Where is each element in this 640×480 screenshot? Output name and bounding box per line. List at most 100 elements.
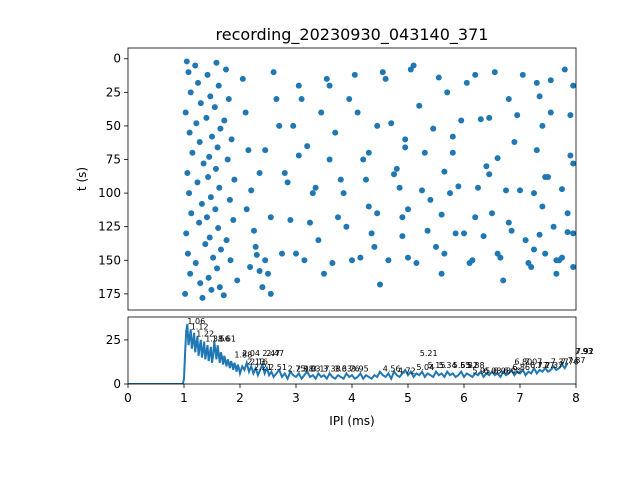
- spike-point: [525, 259, 532, 266]
- spike-point: [335, 214, 341, 221]
- spike-point: [203, 214, 210, 221]
- spike-point: [441, 250, 448, 257]
- y-tick-label: 75: [106, 153, 121, 167]
- peak-label: 5.65: [453, 361, 471, 370]
- spike-point: [212, 165, 219, 172]
- spike-point: [559, 186, 565, 193]
- peak-label: 6.08: [484, 366, 502, 375]
- spike-point: [343, 223, 350, 230]
- spike-point: [469, 257, 476, 264]
- spike-point: [197, 100, 204, 107]
- x-tick-label: 6: [460, 391, 468, 405]
- spike-point: [193, 120, 200, 127]
- spike-point: [231, 176, 238, 183]
- peak-label: 5.04: [416, 363, 434, 372]
- spike-point: [533, 147, 540, 154]
- spike-point: [522, 237, 529, 244]
- spike-point: [349, 257, 355, 264]
- spike-point: [452, 230, 459, 237]
- spike-point: [508, 227, 515, 234]
- spike-point: [486, 171, 493, 178]
- spike-point: [215, 225, 222, 232]
- peak-label: 6.77: [530, 361, 548, 370]
- y-tick-label: 175: [98, 287, 121, 301]
- spike-point: [480, 233, 487, 240]
- spike-point: [256, 169, 263, 176]
- peak-label: 2.47: [262, 349, 280, 358]
- peak-label: 6.00: [503, 366, 521, 375]
- spike-point: [186, 190, 193, 197]
- x-tick-label: 8: [572, 391, 580, 405]
- spike-point: [234, 277, 241, 284]
- peak-label: 7.76: [561, 358, 579, 367]
- peak-label: 1.12: [191, 322, 209, 331]
- spike-point: [293, 250, 299, 257]
- spike-point: [205, 274, 212, 281]
- spike-point: [265, 270, 271, 277]
- spike-point: [511, 139, 518, 146]
- spike-point: [561, 66, 568, 73]
- spike-point: [301, 257, 308, 264]
- spike-point: [223, 66, 229, 73]
- spike-point: [248, 187, 255, 194]
- spike-point: [315, 237, 322, 244]
- y-tick-label: 25: [106, 333, 121, 347]
- peak-label: 3.76: [342, 365, 360, 374]
- spike-point: [312, 184, 319, 191]
- spike-point: [290, 122, 297, 129]
- spike-point: [207, 93, 214, 100]
- spike-point: [206, 153, 213, 160]
- spike-point: [458, 117, 465, 124]
- spike-point: [402, 136, 409, 143]
- spike-point: [447, 190, 453, 197]
- spike-point: [188, 210, 195, 217]
- peak-label: 2.47: [266, 349, 284, 358]
- spike-point: [318, 109, 325, 116]
- scatter-axes: 0 25 50 75 100 125 150 175 t (s): [75, 47, 577, 311]
- spike-point: [189, 149, 196, 156]
- peak-label: 7.92: [576, 347, 594, 356]
- spike-point: [224, 156, 231, 163]
- spike-point: [307, 219, 313, 226]
- spike-point: [242, 109, 249, 116]
- spike-point: [354, 109, 361, 116]
- spike-point: [402, 144, 409, 151]
- spike-point: [463, 79, 470, 86]
- spike-point: [567, 112, 574, 119]
- peak-label: 5.95: [472, 366, 490, 375]
- spike-point: [407, 66, 414, 73]
- spike-point: [421, 149, 428, 156]
- spike-point: [379, 69, 386, 76]
- spike-point: [212, 206, 219, 213]
- spike-point: [374, 210, 381, 217]
- spike-point: [197, 280, 204, 287]
- spike-point: [567, 152, 574, 159]
- spike-point: [519, 71, 526, 78]
- spike-point: [194, 179, 201, 186]
- spike-point: [187, 89, 194, 96]
- y-tick-label: 150: [98, 253, 121, 267]
- peak-label: 1.22: [196, 329, 214, 338]
- spike-point: [332, 129, 339, 136]
- spike-point: [472, 71, 479, 78]
- spike-point: [207, 194, 214, 201]
- spike-point: [483, 163, 490, 170]
- spike-point: [391, 171, 397, 178]
- spike-point: [230, 216, 237, 223]
- peak-label: 6.86: [512, 363, 530, 372]
- spike-point: [377, 281, 383, 288]
- y-tick-label: 0: [113, 377, 121, 391]
- spike-point: [198, 200, 205, 207]
- spike-point: [374, 122, 381, 129]
- spike-point: [444, 89, 451, 96]
- spike-point: [371, 243, 378, 250]
- spike-point: [536, 93, 543, 100]
- ipi-histogram-line: [128, 323, 569, 384]
- spike-point: [382, 75, 389, 82]
- peak-label: 3.63: [334, 365, 352, 374]
- spike-point: [186, 129, 193, 136]
- spike-point: [262, 257, 269, 264]
- spike-point: [542, 250, 549, 257]
- spike-point: [220, 292, 227, 299]
- spike-point: [500, 277, 507, 284]
